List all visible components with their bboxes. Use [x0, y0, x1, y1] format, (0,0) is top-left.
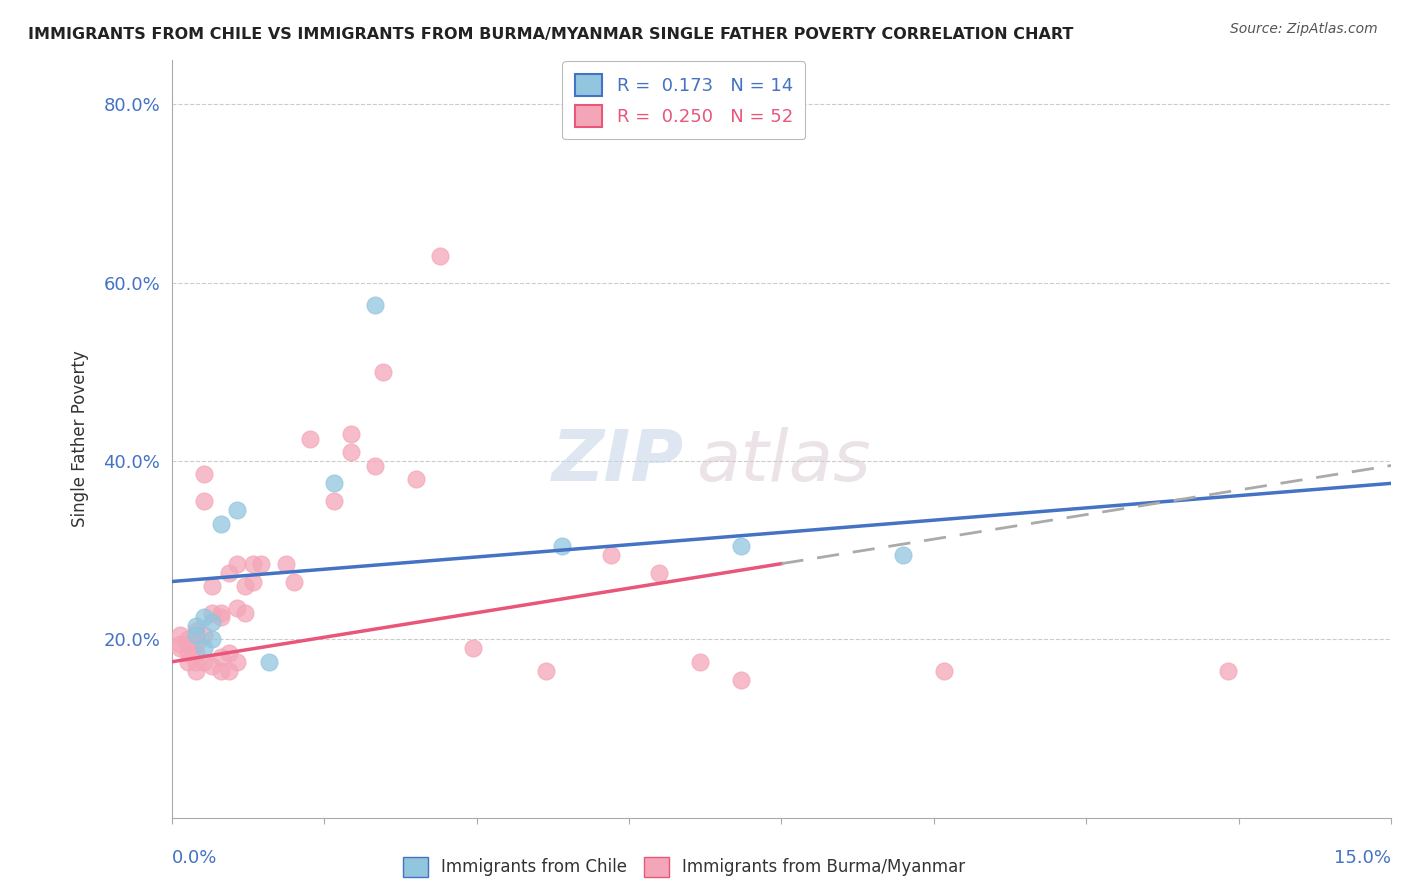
Point — [201, 632, 224, 647]
Point — [193, 628, 215, 642]
Point — [193, 610, 215, 624]
Point — [891, 548, 914, 562]
Point — [242, 574, 264, 589]
Text: atlas: atlas — [696, 427, 870, 496]
Point — [209, 664, 232, 678]
Point — [730, 539, 752, 553]
Point — [405, 472, 427, 486]
Point — [186, 646, 208, 660]
Point — [193, 641, 215, 656]
Point — [218, 664, 240, 678]
Point — [373, 365, 395, 379]
Legend: Immigrants from Chile, Immigrants from Burma/Myanmar: Immigrants from Chile, Immigrants from B… — [394, 848, 973, 886]
Point — [193, 655, 215, 669]
Point — [209, 610, 232, 624]
Point — [283, 574, 305, 589]
Point — [193, 467, 215, 482]
Text: IMMIGRANTS FROM CHILE VS IMMIGRANTS FROM BURMA/MYANMAR SINGLE FATHER POVERTY COR: IMMIGRANTS FROM CHILE VS IMMIGRANTS FROM… — [28, 27, 1074, 42]
Point — [689, 655, 711, 669]
Point — [551, 539, 574, 553]
Point — [648, 566, 671, 580]
Point — [201, 659, 224, 673]
Point — [186, 637, 208, 651]
Point — [186, 624, 208, 638]
Point — [932, 664, 955, 678]
Point — [323, 476, 346, 491]
Y-axis label: Single Father Poverty: Single Father Poverty — [72, 351, 89, 527]
Point — [225, 601, 247, 615]
Point — [339, 445, 361, 459]
Point — [225, 655, 247, 669]
Point — [364, 298, 387, 312]
Point — [1218, 664, 1240, 678]
Point — [225, 503, 247, 517]
Point — [534, 664, 557, 678]
Point — [218, 566, 240, 580]
Point — [730, 673, 752, 687]
Point — [323, 494, 346, 508]
Point — [339, 427, 361, 442]
Point — [201, 606, 224, 620]
Text: Source: ZipAtlas.com: Source: ZipAtlas.com — [1230, 22, 1378, 37]
Point — [177, 655, 200, 669]
Text: 0.0%: 0.0% — [172, 849, 217, 867]
Point — [169, 628, 191, 642]
Point — [186, 664, 208, 678]
Point — [233, 579, 256, 593]
Point — [201, 579, 224, 593]
Point — [218, 646, 240, 660]
Point — [186, 655, 208, 669]
Point — [274, 557, 297, 571]
Point — [233, 606, 256, 620]
Point — [177, 632, 200, 647]
Point — [186, 628, 208, 642]
Point — [209, 650, 232, 665]
Text: 15.0%: 15.0% — [1334, 849, 1391, 867]
Point — [364, 458, 387, 473]
Point — [169, 637, 191, 651]
Point — [193, 494, 215, 508]
Point — [599, 548, 621, 562]
Point — [242, 557, 264, 571]
Point — [209, 606, 232, 620]
Text: ZIP: ZIP — [551, 427, 683, 496]
Point — [177, 637, 200, 651]
Point — [201, 615, 224, 629]
Point — [186, 619, 208, 633]
Point — [225, 557, 247, 571]
Point — [461, 641, 484, 656]
Point — [209, 516, 232, 531]
Point — [298, 432, 321, 446]
Point — [259, 655, 281, 669]
Point — [429, 249, 451, 263]
Point — [250, 557, 273, 571]
Point — [177, 646, 200, 660]
Point — [169, 641, 191, 656]
